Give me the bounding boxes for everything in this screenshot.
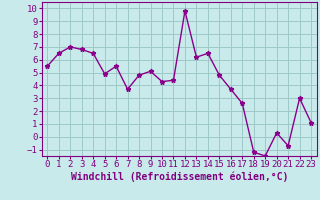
X-axis label: Windchill (Refroidissement éolien,°C): Windchill (Refroidissement éolien,°C): [70, 172, 288, 182]
